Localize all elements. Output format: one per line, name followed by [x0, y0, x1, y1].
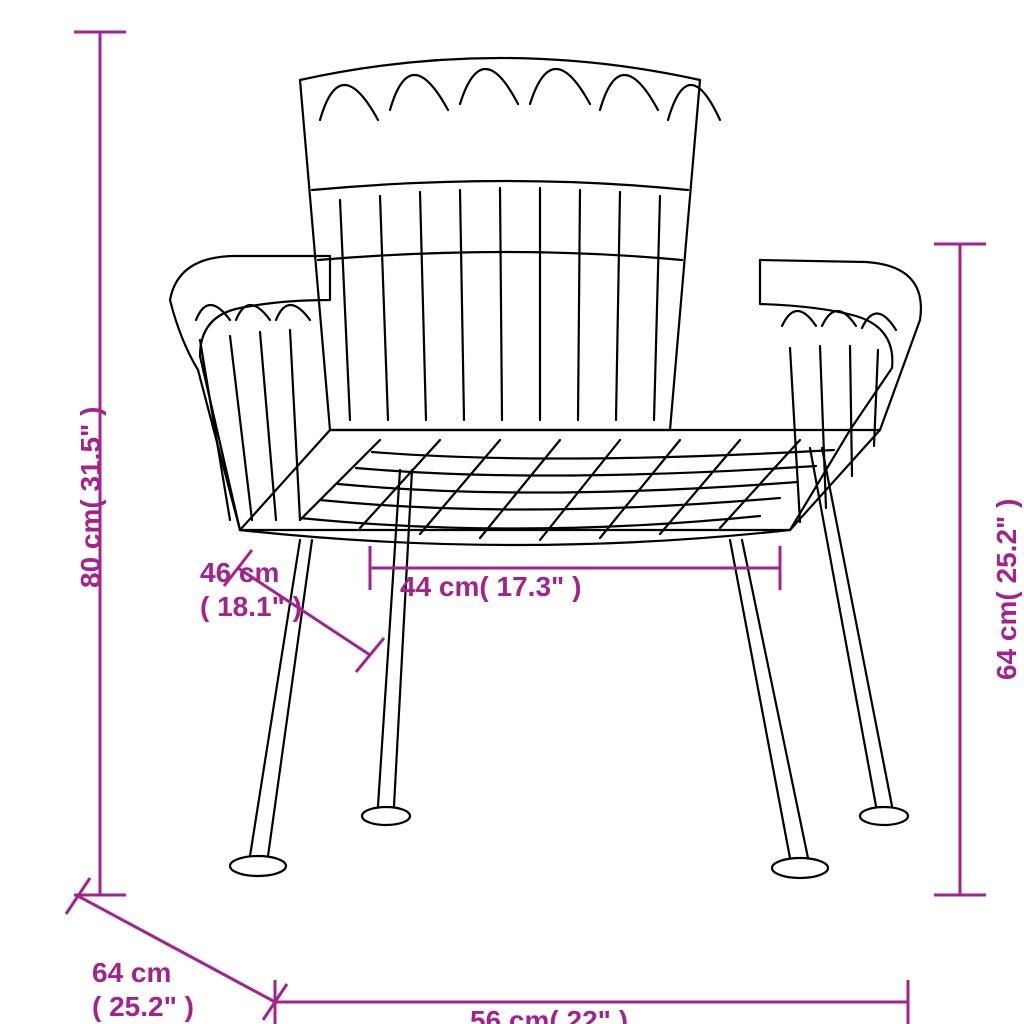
label-total-height: 80 cm( 31.5" )	[74, 407, 108, 588]
dimension-diagram: 80 cm( 31.5" ) 64 cm( 25.2" ) 44 cm( 17.…	[0, 0, 1024, 1024]
value-in: 22"	[567, 1005, 611, 1024]
label-arm-height: 64 cm( 25.2" )	[990, 499, 1024, 680]
value-cm: 46 cm	[200, 557, 279, 588]
value-in: 18.1"	[217, 591, 285, 622]
value-cm: 64 cm	[92, 957, 171, 988]
value-cm: 80 cm	[75, 509, 106, 588]
label-seat-depth: 46 cm( 18.1" )	[200, 556, 302, 623]
label-footprint-depth: 64 cm( 25.2" )	[92, 956, 194, 1023]
value-cm: 56 cm	[470, 1005, 549, 1024]
dimension-lines	[0, 0, 1024, 1024]
value-in: 25.2"	[991, 516, 1022, 584]
value-cm: 44 cm	[400, 571, 479, 602]
label-footprint-width: 56 cm( 22" )	[470, 1004, 628, 1024]
value-in: 25.2"	[109, 991, 177, 1022]
value-cm: 64 cm	[991, 601, 1022, 680]
value-in: 17.3"	[497, 571, 565, 602]
value-in: 31.5"	[75, 424, 106, 492]
label-seat-width: 44 cm( 17.3" )	[400, 570, 581, 604]
